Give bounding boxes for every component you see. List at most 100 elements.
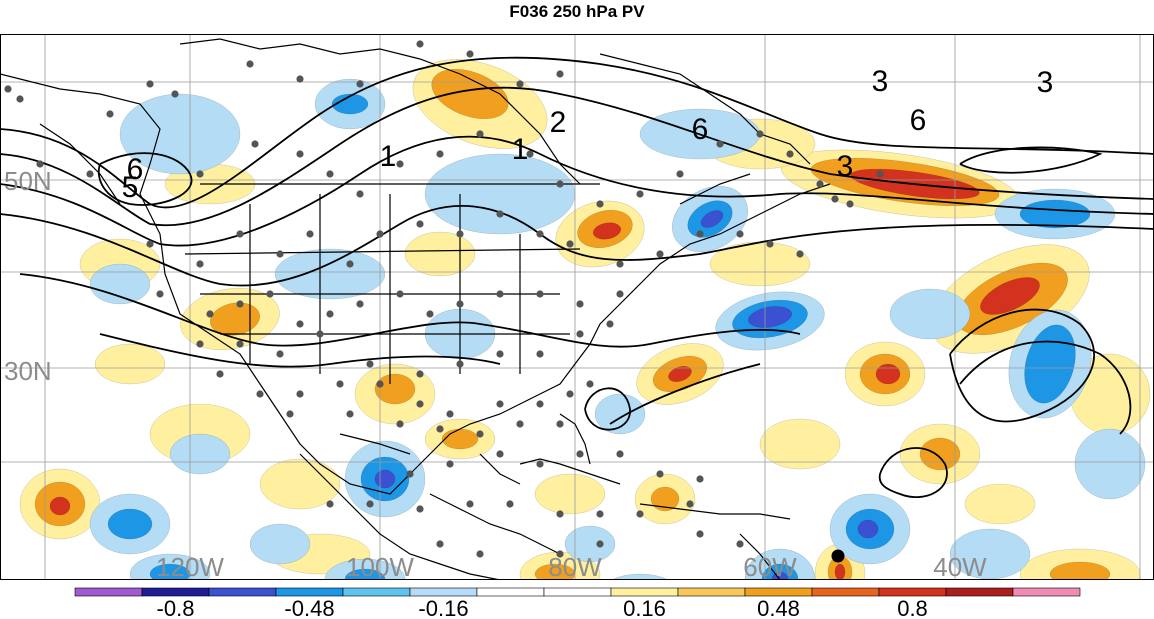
station-dot [516, 80, 524, 88]
station-dot [296, 390, 304, 398]
station-dot [616, 260, 624, 268]
station-dot [846, 200, 854, 208]
station-dot [476, 430, 484, 438]
colorbar-box [945, 587, 1014, 597]
contour-label: 3 [872, 65, 889, 98]
station-dot [576, 450, 584, 458]
colorbar-box [275, 587, 344, 597]
longitude-label: 40W [933, 552, 987, 580]
station-dot [366, 360, 374, 368]
pv-contour-line [959, 340, 1132, 435]
colorbar-box [811, 587, 880, 597]
colorbar-box [744, 587, 813, 597]
station-dot [556, 70, 564, 78]
negative-pv-anomaly [748, 306, 792, 328]
station-dot [246, 60, 254, 68]
station-dot [196, 340, 204, 348]
coastline [519, 458, 621, 485]
station-dot [496, 210, 504, 218]
pv-contour-line [97, 152, 193, 206]
station-dot [436, 150, 444, 158]
positive-pv-anomaly [49, 496, 71, 516]
station-dot [376, 230, 384, 238]
coastline [39, 123, 121, 205]
negative-pv-anomaly [564, 525, 616, 563]
station-dot [296, 320, 304, 328]
positive-pv-anomaly [404, 231, 476, 277]
longitude-label: 100W [346, 552, 414, 580]
station-dot [336, 380, 344, 388]
station-dot [556, 180, 564, 188]
station-dot [156, 290, 164, 298]
positive-pv-anomaly [964, 483, 1036, 525]
station-dot [586, 380, 594, 388]
positive-pv-anomaly [94, 343, 166, 385]
positive-pv-anomaly [919, 437, 961, 471]
pv-contour-line [959, 146, 1103, 174]
negative-pv-anomaly [424, 153, 576, 235]
positive-pv-anomaly [668, 366, 692, 382]
negative-pv-anomaly [169, 433, 231, 475]
positive-pv-anomaly [650, 486, 680, 512]
negative-pv-anomaly [274, 248, 386, 300]
station-dot [396, 420, 404, 428]
station-dot [416, 220, 424, 228]
station-dot [496, 350, 504, 358]
positive-pv-anomaly [441, 428, 479, 450]
contour-label: 1 [512, 133, 529, 166]
station-dot [416, 505, 424, 513]
station-dot [636, 510, 644, 518]
lat-lon-grid [0, 34, 1154, 580]
station-dot [251, 140, 259, 148]
station-dot [696, 475, 704, 483]
station-dot [216, 370, 224, 378]
colorbar-box [677, 587, 746, 597]
station-dot [4, 85, 12, 93]
station-dot [326, 310, 334, 318]
station-dot [36, 160, 44, 168]
station-dot [831, 195, 839, 203]
coastline [184, 248, 581, 255]
pv-contours [0, 56, 1154, 499]
station-dot [616, 450, 624, 458]
coastline [559, 413, 591, 465]
contour-label: 6 [910, 104, 927, 137]
coastline [639, 503, 791, 520]
pv-contour-line [609, 363, 761, 425]
negative-pv-anomaly [1024, 324, 1076, 404]
station-dot [596, 510, 604, 518]
colorbar-box [476, 587, 545, 597]
negative-pv-anomaly [857, 519, 879, 539]
station-dot [171, 90, 179, 98]
station-dot [506, 500, 514, 508]
station-dot [256, 390, 264, 398]
station-dot [236, 340, 244, 348]
colorbar-box [141, 587, 210, 597]
negative-pv-anomaly [889, 288, 971, 340]
pv-contour-line [0, 86, 1154, 227]
station-dot [346, 410, 354, 418]
station-dot [396, 290, 404, 298]
station-dot [876, 170, 884, 178]
station-dot [476, 130, 484, 138]
contour-label: 5 [122, 171, 139, 204]
station-dot [316, 330, 324, 338]
station-dot [106, 110, 114, 118]
station-dot [196, 260, 204, 268]
station-dot [436, 425, 444, 433]
positive-pv-anomaly [759, 418, 841, 470]
station-dot [536, 290, 544, 298]
coastline [739, 533, 781, 580]
positive-pv-anomaly [875, 363, 901, 385]
station-dot [756, 130, 764, 138]
station-dot [536, 460, 544, 468]
station-dot [396, 160, 404, 168]
station-dot [356, 80, 364, 88]
station-dot [556, 550, 564, 558]
station-dot [456, 300, 464, 308]
station-dot [236, 230, 244, 238]
highlighted-station-dot [831, 549, 845, 563]
station-dot [266, 290, 274, 298]
station-dot [206, 310, 214, 318]
positive-pv-anomaly [1049, 561, 1111, 580]
